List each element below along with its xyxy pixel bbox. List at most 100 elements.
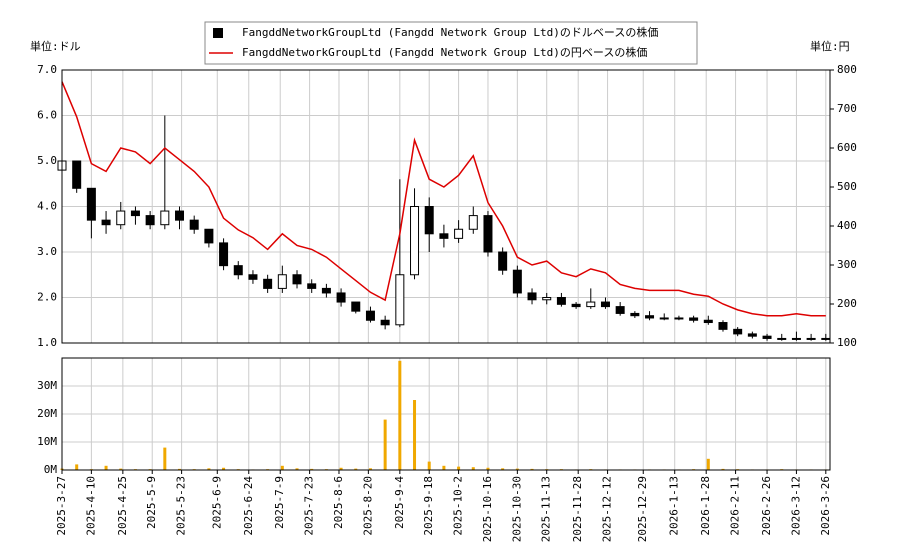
volume-bar — [457, 466, 461, 470]
legend-label: FangddNetworkGroupLtd (Fangdd Network Gr… — [242, 25, 658, 39]
volume-bar — [721, 468, 725, 470]
x-tick-label: 2025-3-27 — [55, 476, 68, 536]
candle-body — [733, 328, 743, 335]
candle-body — [821, 337, 831, 340]
volume-bar — [515, 468, 519, 470]
candle-body — [130, 210, 140, 217]
candle-body — [586, 301, 596, 308]
x-tick-label: 2025-4-10 — [84, 476, 97, 536]
volume-bar — [442, 465, 446, 470]
volume-bar — [501, 468, 505, 470]
x-tick-label: 2025-11-13 — [540, 476, 553, 542]
x-tick-label: 2025-5-9 — [145, 476, 158, 529]
y-tick-label: 4.0 — [37, 200, 57, 213]
candle-body — [512, 269, 522, 294]
y-tick-label: 5.0 — [37, 154, 57, 167]
volume-bar — [486, 467, 490, 470]
candle-body — [116, 210, 126, 226]
y-unit: 単位:ドル — [30, 39, 81, 53]
legend-label: FangddNetworkGroupLtd (Fangdd Network Gr… — [242, 45, 647, 59]
candle-body — [86, 187, 96, 221]
candle-body — [527, 292, 537, 301]
y2-tick-label: 100 — [837, 336, 857, 349]
y-tick-label: 0M — [44, 463, 58, 476]
y-tick-label: 30M — [37, 379, 57, 392]
volume-bar — [427, 461, 431, 470]
volume-bar — [163, 447, 167, 470]
candle-body — [556, 297, 566, 305]
plot-frame — [61, 69, 831, 344]
candle-body — [219, 242, 229, 267]
volume-bar — [383, 419, 387, 470]
volume-bar — [280, 465, 284, 470]
candle-body — [410, 206, 420, 276]
legend-swatch — [213, 28, 223, 38]
candle-body — [424, 206, 434, 235]
candle-body — [645, 315, 655, 319]
volume-bar — [207, 468, 211, 470]
candle-body — [395, 274, 405, 326]
candle-body — [292, 274, 302, 285]
y2-tick-label: 200 — [837, 297, 857, 310]
price-line — [61, 81, 826, 317]
x-tick-label: 2025-10-30 — [510, 476, 523, 542]
volume-bar — [310, 468, 314, 470]
candle-body — [806, 337, 816, 340]
x-tick-label: 2025-8-6 — [332, 476, 345, 529]
volume-bar — [530, 468, 534, 470]
y-tick-label: 3.0 — [37, 245, 57, 258]
x-tick-label: 2025-5-23 — [175, 476, 188, 536]
candle-body — [365, 310, 375, 321]
y-tick-label: 1.0 — [37, 336, 57, 349]
y-tick-label: 7.0 — [37, 63, 57, 76]
y2-tick-label: 700 — [837, 102, 857, 115]
x-tick-label: 2026-1-28 — [699, 476, 712, 536]
candle-body — [454, 228, 464, 239]
y2-tick-label: 800 — [837, 63, 857, 76]
candle-body — [703, 319, 713, 324]
candle-body — [307, 283, 317, 289]
y2-tick-label: 400 — [837, 219, 857, 232]
candle-body — [277, 274, 287, 289]
candle-body — [630, 312, 640, 317]
candle-body — [321, 287, 331, 294]
y-tick-label: 20M — [37, 407, 57, 420]
x-tick-label: 2026-2-11 — [729, 476, 742, 536]
x-tick-label: 2026-2-26 — [760, 476, 773, 536]
volume-bar — [75, 464, 79, 470]
x-tick-label: 2025-12-29 — [636, 476, 649, 542]
candle-body — [791, 337, 801, 340]
volume-bar — [368, 468, 372, 470]
volume-bar — [398, 360, 402, 470]
candle-body — [145, 215, 155, 226]
x-tick-label: 2026-1-13 — [668, 476, 681, 536]
volume-bar — [339, 467, 343, 470]
volume-bar — [222, 467, 226, 470]
candle-body — [248, 274, 258, 280]
candle-body — [674, 317, 684, 320]
y-tick-label: 10M — [37, 435, 57, 448]
x-tick-label: 2025-10-16 — [481, 476, 494, 542]
x-tick-label: 2025-8-20 — [361, 476, 374, 536]
x-tick-label: 2025-4-25 — [116, 476, 129, 536]
x-tick-label: 2026-3-26 — [819, 476, 832, 536]
candle-body — [571, 303, 581, 308]
candle-body — [498, 251, 508, 271]
candle-body — [351, 301, 361, 312]
candle-body — [233, 265, 243, 276]
volume-bar — [471, 467, 475, 470]
y-tick-label: 2.0 — [37, 291, 57, 304]
candle-body — [659, 317, 669, 320]
candle-body — [160, 210, 170, 226]
x-tick-label: 2025-7-23 — [303, 476, 316, 536]
candle-body — [689, 317, 699, 321]
legend-box — [204, 21, 698, 65]
x-tick-label: 2026-3-12 — [789, 476, 802, 536]
y2-tick-label: 600 — [837, 141, 857, 154]
volume-bar — [706, 458, 710, 470]
x-tick-label: 2025-7-9 — [273, 476, 286, 529]
candle-body — [718, 322, 728, 330]
candle-body — [101, 219, 111, 226]
x-tick-label: 2025-6-9 — [210, 476, 223, 529]
candle-body — [263, 278, 273, 289]
